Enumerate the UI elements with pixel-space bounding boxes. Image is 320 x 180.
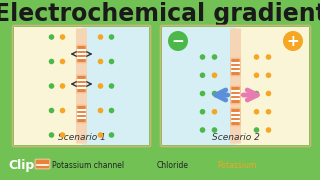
Circle shape [109, 34, 114, 40]
Circle shape [168, 31, 188, 51]
Circle shape [146, 161, 154, 169]
Circle shape [212, 72, 217, 78]
Circle shape [60, 34, 65, 40]
FancyBboxPatch shape [231, 86, 240, 104]
Circle shape [254, 127, 259, 133]
Circle shape [206, 161, 214, 169]
Circle shape [200, 54, 205, 60]
Circle shape [98, 59, 103, 64]
Circle shape [266, 72, 271, 78]
Circle shape [254, 72, 259, 78]
Circle shape [212, 91, 217, 96]
Circle shape [266, 127, 271, 133]
Circle shape [212, 109, 217, 114]
Circle shape [98, 132, 103, 138]
FancyBboxPatch shape [76, 28, 87, 143]
Circle shape [60, 59, 65, 64]
Text: Potassium: Potassium [217, 161, 256, 170]
Text: +: + [287, 33, 300, 48]
Circle shape [109, 108, 114, 113]
Circle shape [49, 132, 54, 138]
Circle shape [254, 91, 259, 96]
Circle shape [266, 109, 271, 114]
Text: Chloride: Chloride [157, 161, 189, 170]
Text: Potassium channel: Potassium channel [52, 161, 124, 170]
Text: Scenario 2: Scenario 2 [212, 134, 260, 143]
Circle shape [283, 31, 303, 51]
Text: −: − [172, 33, 184, 48]
FancyBboxPatch shape [77, 75, 86, 93]
Circle shape [266, 91, 271, 96]
FancyBboxPatch shape [77, 105, 86, 123]
Circle shape [109, 59, 114, 64]
FancyBboxPatch shape [230, 28, 241, 143]
FancyBboxPatch shape [236, 27, 309, 145]
Circle shape [254, 109, 259, 114]
Text: Electrochemical gradient: Electrochemical gradient [0, 2, 320, 26]
Circle shape [49, 108, 54, 113]
Circle shape [98, 83, 103, 89]
Circle shape [200, 127, 205, 133]
Circle shape [200, 91, 205, 96]
Circle shape [60, 132, 65, 138]
Circle shape [60, 83, 65, 89]
Circle shape [49, 59, 54, 64]
FancyBboxPatch shape [82, 27, 149, 145]
FancyBboxPatch shape [162, 27, 236, 145]
Circle shape [109, 132, 114, 138]
Circle shape [98, 34, 103, 40]
Circle shape [212, 127, 217, 133]
FancyBboxPatch shape [231, 108, 240, 126]
Circle shape [212, 54, 217, 60]
Circle shape [254, 54, 259, 60]
Circle shape [49, 83, 54, 89]
FancyBboxPatch shape [35, 159, 50, 169]
FancyBboxPatch shape [14, 27, 82, 145]
Circle shape [109, 83, 114, 89]
Circle shape [98, 108, 103, 113]
Circle shape [200, 72, 205, 78]
Text: Clip: Clip [8, 159, 34, 172]
Text: Scenario 1: Scenario 1 [58, 134, 105, 143]
FancyBboxPatch shape [0, 153, 320, 180]
Circle shape [49, 34, 54, 40]
FancyBboxPatch shape [77, 45, 86, 63]
Circle shape [200, 109, 205, 114]
Circle shape [266, 54, 271, 60]
Circle shape [60, 108, 65, 113]
FancyBboxPatch shape [231, 58, 240, 76]
